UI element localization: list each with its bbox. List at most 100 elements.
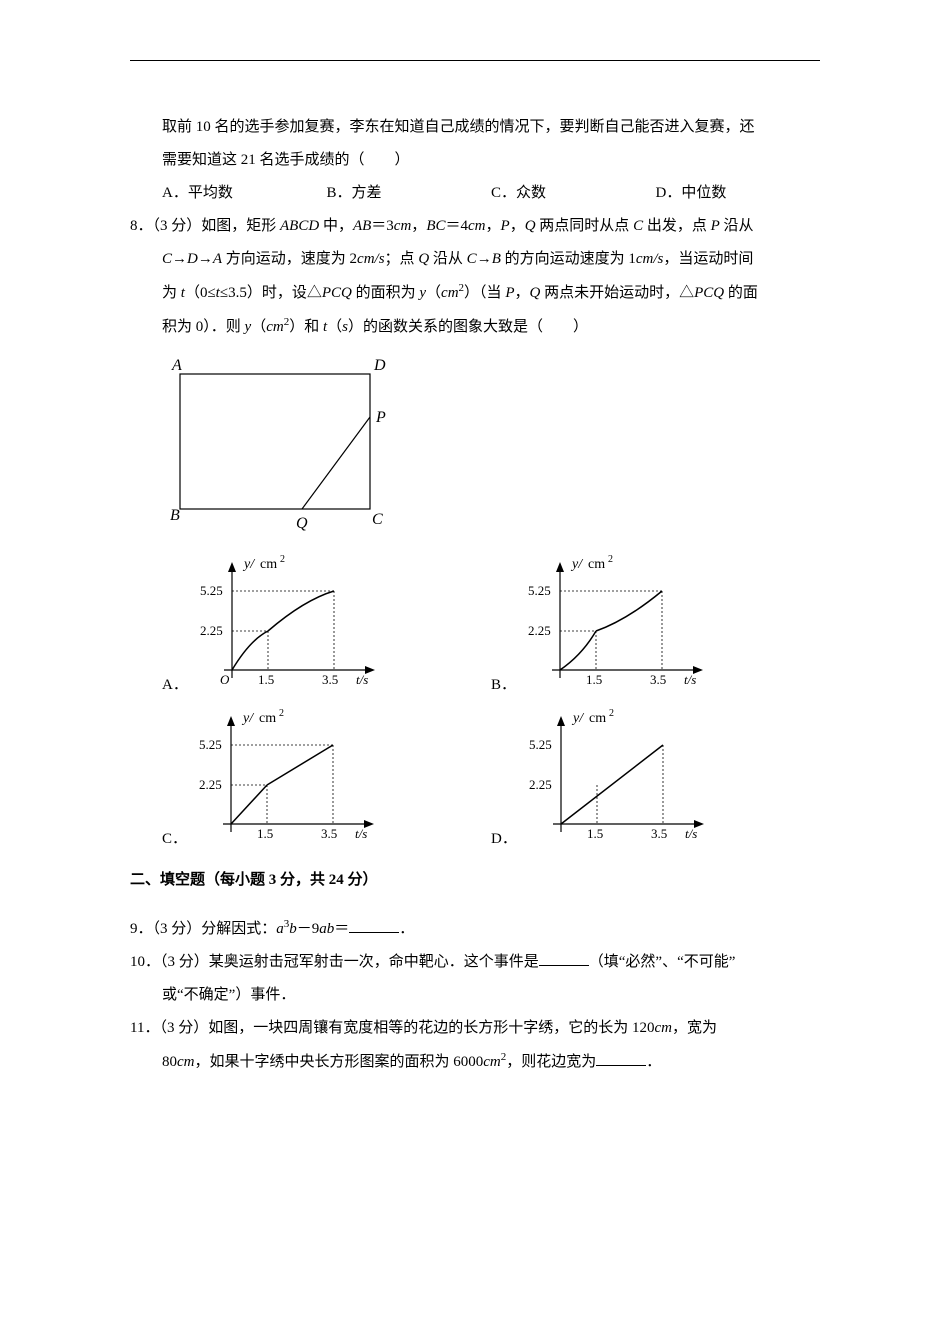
q8-lp3: （ [327, 319, 342, 335]
section2-heading: 二、填空题（每小题 3 分，共 24 分） [130, 864, 820, 897]
q8-cm2b: cm [266, 319, 284, 335]
svg-text:O: O [220, 672, 230, 687]
q8-a1: A [213, 251, 222, 267]
svg-text:3.5: 3.5 [650, 672, 666, 687]
q8-c1: ， [411, 218, 426, 234]
q8-line1: 8．（3 分）如图，矩形 ABCD 中，AB＝3cm，BC＝4cm，P，Q 两点… [130, 210, 820, 243]
choice-a-label: A． [162, 673, 188, 700]
q8-c4: ， [514, 285, 529, 301]
q8-q2: Q [418, 251, 429, 267]
svg-text:5.25: 5.25 [528, 583, 551, 598]
svg-text:y/: y/ [570, 557, 583, 572]
q8-choice-c[interactable]: C． y/ cm 2 5.25 2.25 1.5 3.5 t/s [162, 704, 491, 854]
svg-text:2: 2 [609, 708, 614, 719]
q11-blank[interactable] [596, 1051, 646, 1066]
q8-pcq1: PCQ [322, 285, 352, 301]
q11-cm2: cm [177, 1054, 195, 1070]
q8-line4: 积为 0）．则 y（cm2）和 t（s）的函数关系的图象大致是（ ） [130, 310, 820, 344]
chart-d-svg: y/ cm 2 5.25 2.25 1.5 3.5 t/s [523, 704, 713, 854]
q7-opt-a[interactable]: A．平均数 [162, 177, 327, 210]
q8-choices-row1: A． y/ cm 2 5.25 2.25 O 1.5 3.5 t/s [130, 550, 820, 700]
q7-opt-b[interactable]: B．方差 [327, 177, 492, 210]
q10-line1: 10．（3 分）某奥运射击冠军射击一次，命中靶心．这个事件是 （填“必然”、“不可… [130, 946, 820, 979]
choice-c-label: C． [162, 827, 187, 854]
q9-blank[interactable] [349, 918, 399, 933]
q8-l3d: 的面积为 [352, 285, 420, 301]
q8-l4a: 积为 0）．则 [162, 319, 245, 335]
q11-e: ，则花边宽为 [506, 1054, 596, 1070]
q8-cc1: C [633, 218, 643, 234]
lbl-B: B [170, 507, 180, 524]
svg-text:cm: cm [589, 711, 606, 726]
lbl-Q: Q [296, 515, 308, 532]
q11-dot: ． [646, 1054, 661, 1070]
q9-eq: ＝ [334, 921, 349, 937]
q8-cm2: cm [468, 218, 486, 234]
q8-l3f: 两点未开始运动时，△ [540, 285, 694, 301]
q8-ar3: → [477, 251, 492, 267]
svg-text:1.5: 1.5 [586, 672, 602, 687]
svg-text:2.25: 2.25 [199, 777, 222, 792]
q7-opt-d[interactable]: D．中位数 [656, 177, 821, 210]
q8-eq1: ＝3 [371, 218, 394, 234]
choice-d-label: D． [491, 827, 517, 854]
q8-c2: ， [486, 218, 501, 234]
q8-lp1: （ [426, 285, 441, 301]
q10-b: （填“必然”、“不可能” [589, 954, 736, 970]
q8-l2a: C [162, 251, 172, 267]
q8-t2: 中， [319, 218, 353, 234]
rect-svg: A D B C P Q [162, 352, 392, 537]
lbl-A: A [171, 357, 182, 374]
lbl-D: D [373, 357, 386, 374]
choice-b-label: B． [491, 673, 516, 700]
svg-text:t/s: t/s [355, 826, 367, 841]
svg-text:2: 2 [279, 708, 284, 719]
svg-text:1.5: 1.5 [587, 826, 603, 841]
q8-l4c: ）的函数关系的图象大致是（ ） [348, 319, 588, 335]
svg-text:cm: cm [260, 557, 277, 572]
q8-line2: C→D→A 方向运动，速度为 2cm/s；点 Q 沿从 C→B 的方向运动速度为… [130, 243, 820, 276]
q11-c: 80 [162, 1054, 177, 1070]
svg-text:t/s: t/s [356, 672, 368, 687]
svg-text:t/s: t/s [684, 672, 696, 687]
q8-l3b: （0≤ [185, 285, 216, 301]
q8-abcd: ABCD [280, 218, 319, 234]
q8-choice-b[interactable]: B． y/ cm 2 5.25 2.25 1.5 3.5 t/s [491, 550, 820, 700]
svg-text:5.25: 5.25 [529, 737, 552, 752]
svg-text:y/: y/ [241, 711, 254, 726]
svg-text:3.5: 3.5 [321, 826, 337, 841]
lbl-C: C [372, 511, 383, 528]
q8-rect-figure: A D B C P Q [162, 352, 820, 542]
q8-choice-d[interactable]: D． y/ cm 2 5.25 2.25 1.5 3.5 t/s [491, 704, 820, 854]
q10-a: 10．（3 分）某奥运射击冠军射击一次，命中靶心．这个事件是 [130, 954, 539, 970]
q7-opt-c[interactable]: C．众数 [491, 177, 656, 210]
svg-text:cm: cm [259, 711, 276, 726]
q8-cm2a: cm [441, 285, 459, 301]
q8-y1: y [419, 285, 426, 301]
q8-q3: Q [530, 285, 541, 301]
q8-b1: B [492, 251, 501, 267]
q8-choice-a[interactable]: A． y/ cm 2 5.25 2.25 O 1.5 3.5 t/s [162, 550, 491, 700]
q9-a: 9．（3 分）分解因式： [130, 921, 276, 937]
q8-t5: 沿从 [720, 218, 754, 234]
svg-text:1.5: 1.5 [258, 672, 274, 687]
q8-l3a: 为 [162, 285, 181, 301]
q7-cont-line1: 取前 10 名的选手参加复赛，李东在知道自己成绩的情况下，要判断自己能否进入复赛… [130, 111, 820, 144]
svg-text:5.25: 5.25 [200, 583, 223, 598]
q11-line2: 80cm，如果十字绣中央长方形图案的面积为 6000cm2，则花边宽为． [130, 1045, 820, 1079]
q10-blank[interactable] [539, 951, 589, 966]
chart-c-svg: y/ cm 2 5.25 2.25 1.5 3.5 t/s [193, 704, 383, 854]
q8-choices-row2: C． y/ cm 2 5.25 2.25 1.5 3.5 t/s [130, 704, 820, 854]
q8-cc2: C [467, 251, 477, 267]
q9-eb: b [289, 921, 297, 937]
svg-text:cm: cm [588, 557, 605, 572]
q9-text: 9．（3 分）分解因式：a3b－9ab＝． [130, 912, 820, 946]
top-rule [130, 60, 820, 61]
svg-text:y/: y/ [242, 557, 255, 572]
q8-lp2: （ [251, 319, 266, 335]
svg-text:2.25: 2.25 [529, 777, 552, 792]
q8-ab: AB [353, 218, 371, 234]
q8-q1: Q [525, 218, 536, 234]
q11-cm3: cm [483, 1054, 501, 1070]
q8-eq2: ＝4 [445, 218, 468, 234]
